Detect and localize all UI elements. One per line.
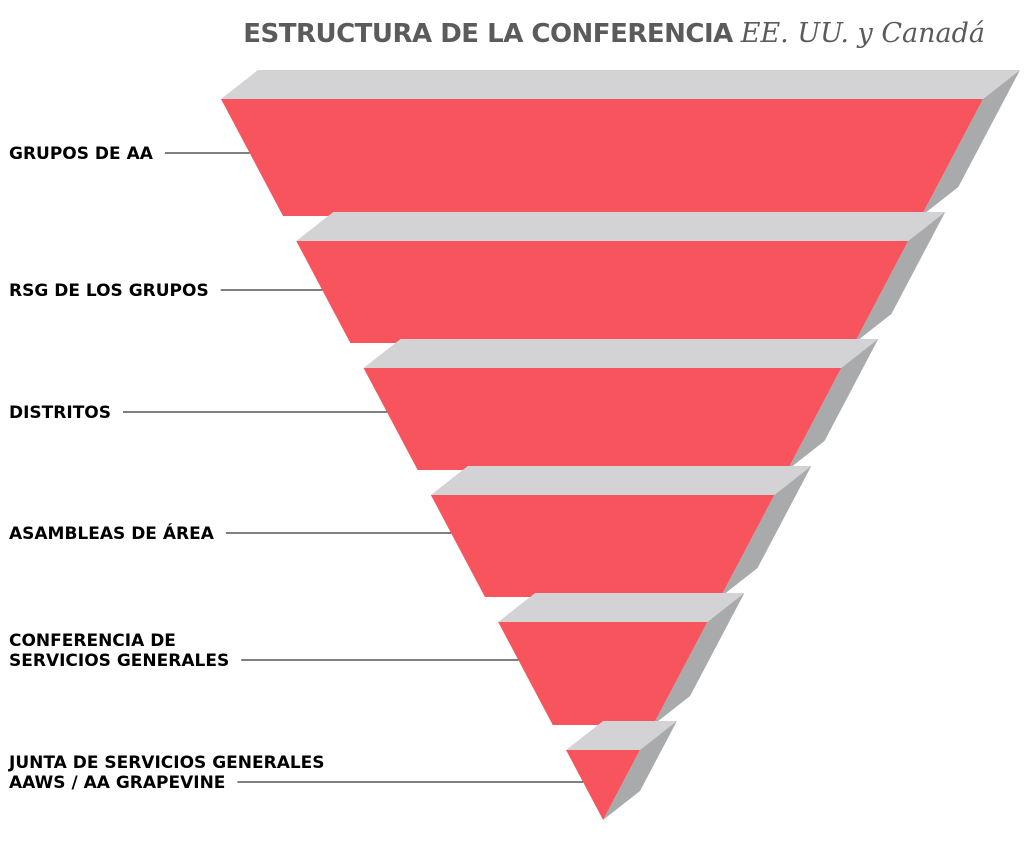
label-line: SERVICIOS GENERALES [9, 651, 229, 671]
tier-side [653, 593, 745, 725]
label-line: CONFERENCIA DE [9, 631, 176, 651]
tier-front [498, 622, 708, 725]
label-line: ASAMBLEAS DE ÁREA [9, 522, 215, 544]
label-line: JUNTA DE SERVICIOS GENERALES [8, 753, 325, 773]
tier-top [430, 466, 812, 495]
tier-front [566, 750, 640, 820]
tier-label: RSG DE LOS GRUPOS [9, 281, 209, 301]
tier-front [221, 99, 983, 216]
title: ESTRUCTURA DE LA CONFERENCIA EE. UU. y Ca… [243, 18, 985, 49]
tier-front [430, 495, 775, 597]
label-line: GRUPOS DE AA [9, 144, 154, 164]
tier-side [854, 212, 946, 343]
tier-side [787, 339, 879, 470]
label-line: DISTRITOS [9, 403, 111, 423]
tier-front [363, 368, 842, 470]
tier-side [603, 721, 677, 820]
tier-label: DISTRITOS [9, 403, 111, 423]
tier-front [296, 241, 909, 343]
tier-top [363, 339, 879, 368]
title-sub: EE. UU. y Canadá [740, 18, 985, 49]
tier-top [498, 593, 745, 622]
title-main: ESTRUCTURA DE LA CONFERENCIA [243, 19, 733, 49]
tier-side [921, 70, 1020, 216]
tier-top [296, 212, 946, 241]
tier-label: GRUPOS DE AA [9, 144, 154, 164]
tier-label: ASAMBLEAS DE ÁREA [9, 522, 215, 544]
tier-top [566, 721, 677, 750]
label-line: RSG DE LOS GRUPOS [9, 281, 209, 301]
tier-top [221, 70, 1020, 99]
tier-side [720, 466, 812, 597]
label-line: AAWS / AA GRAPEVINE [9, 773, 225, 793]
